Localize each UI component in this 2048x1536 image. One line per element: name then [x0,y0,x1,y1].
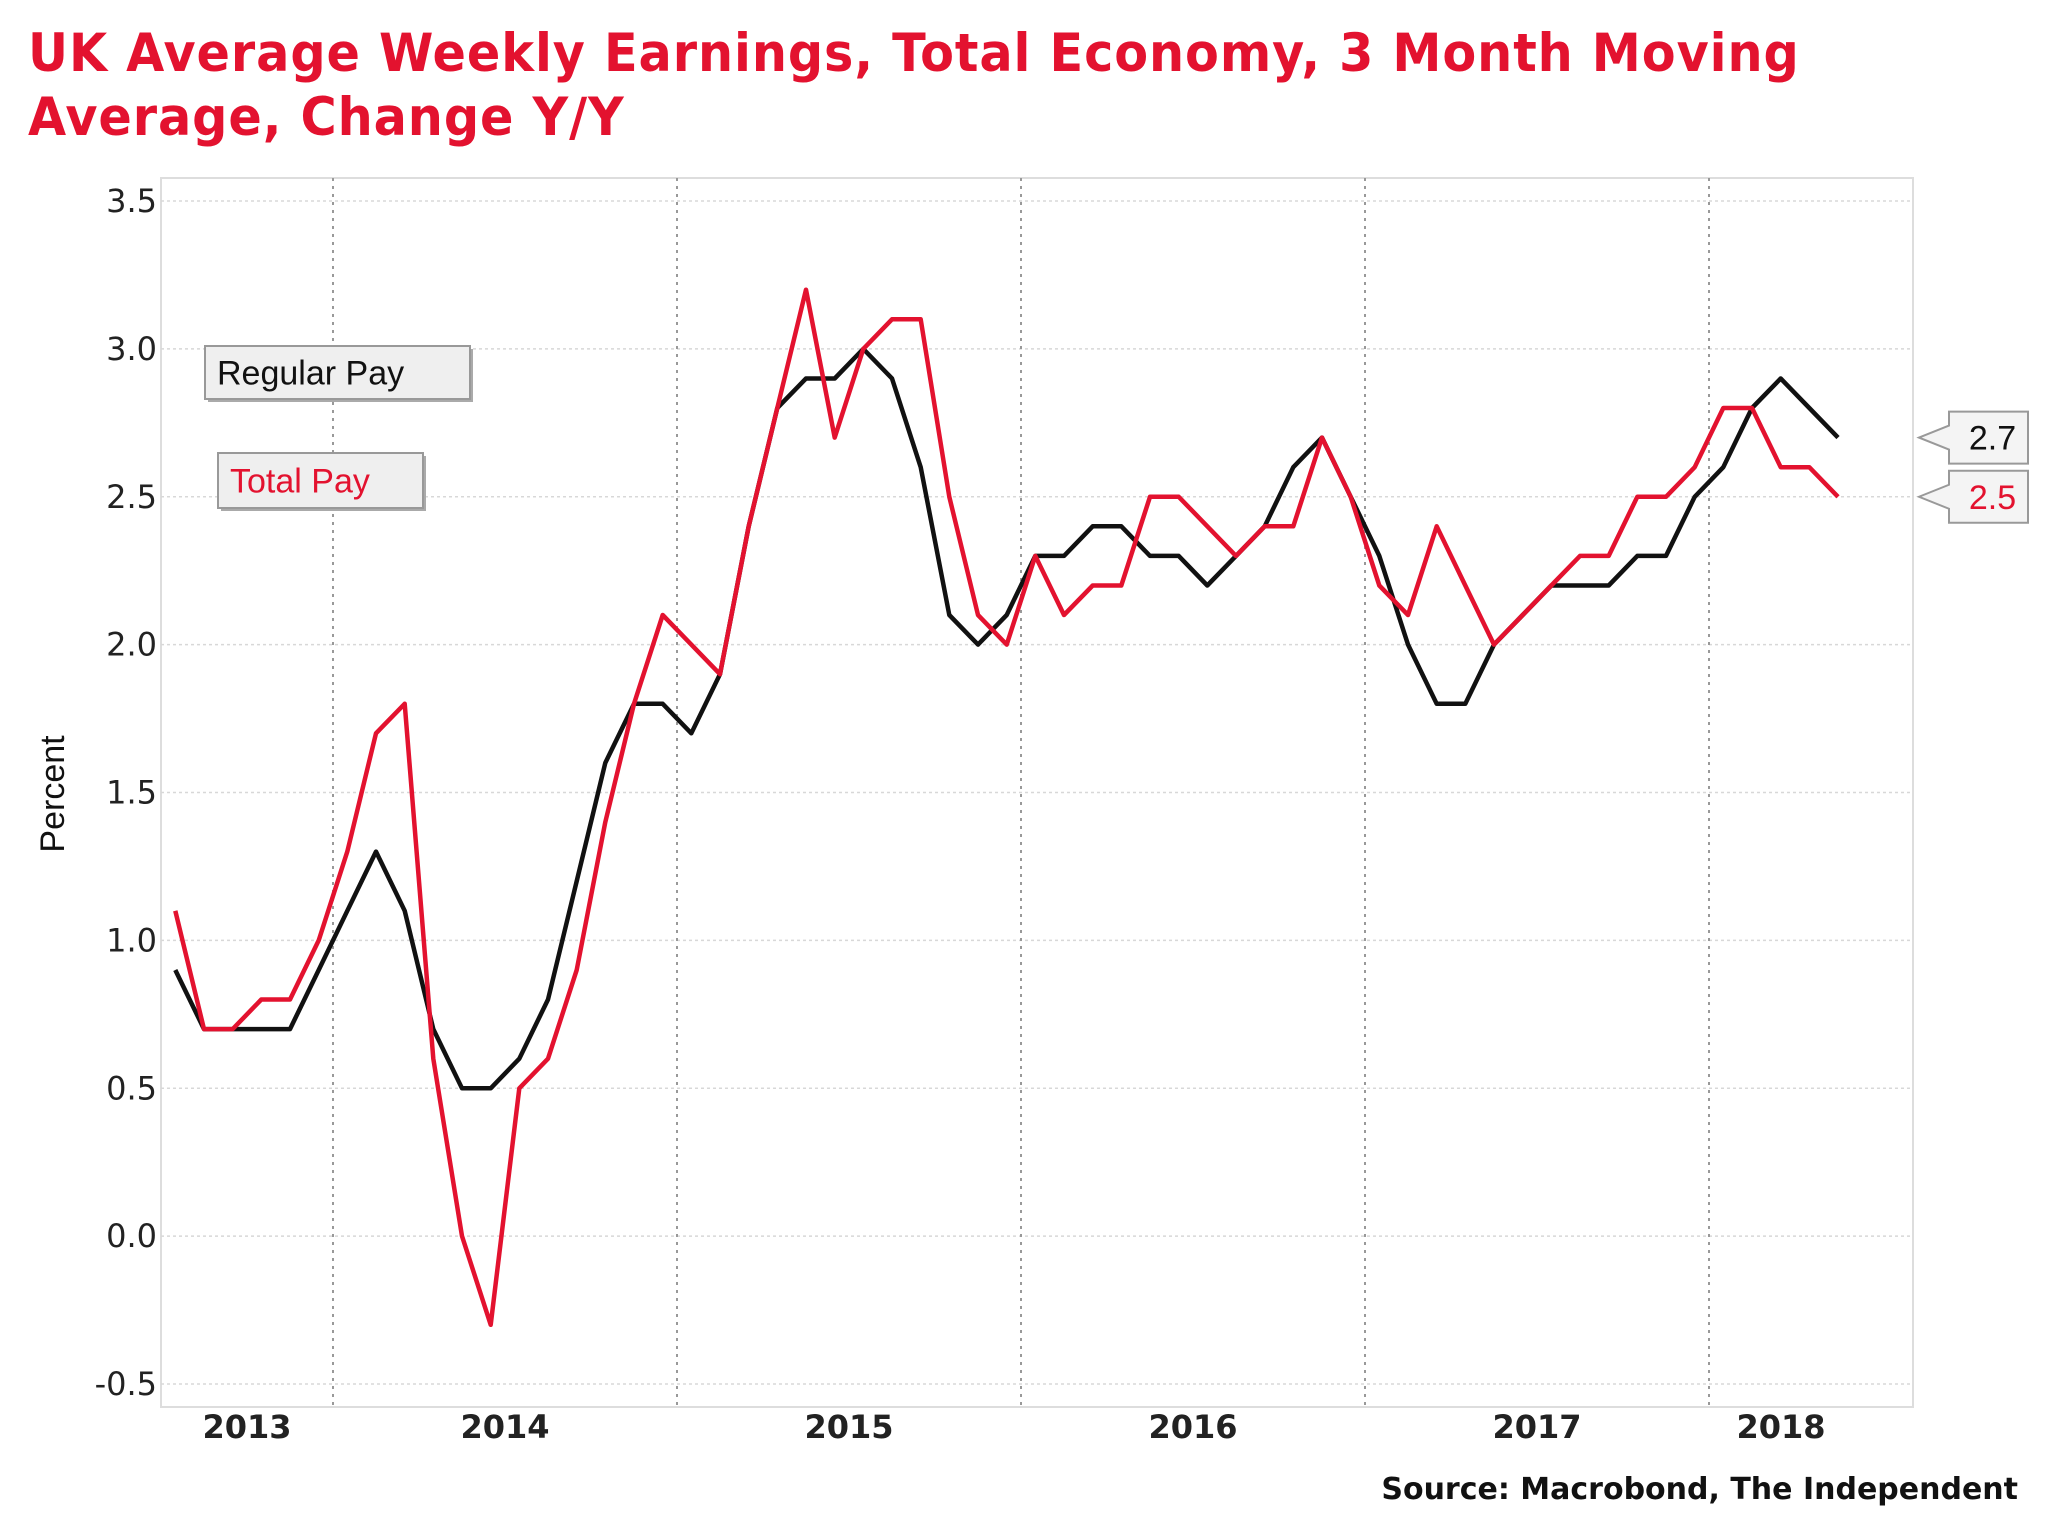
source-note: Source: Macrobond, The Independent [1381,1472,2018,1507]
y-tick-label: 1.5 [106,774,157,812]
legend-label: Regular Pay [217,355,404,393]
y-tick-label: 0.0 [106,1217,157,1255]
x-tick-label: 2016 [1148,1408,1237,1446]
y-tick-label: 3.5 [106,182,157,220]
chart-title: UK Average Weekly Earnings, Total Econom… [28,23,1800,148]
end-value-label: 2.5 [1969,479,2016,517]
y-tick-label: 1.0 [106,921,157,959]
x-tick-label: 2015 [804,1408,893,1446]
y-axis-label: Percent [34,735,72,853]
legend-box [204,345,471,400]
y-tick-label: 3.0 [106,330,157,368]
legend-label: Total Pay [230,463,370,501]
x-tick-label: 2014 [460,1408,549,1446]
x-tick-label: 2018 [1736,1408,1825,1446]
y-tick-label: 2.5 [106,478,157,516]
y-tick-label: 2.0 [106,626,157,664]
x-tick-label: 2013 [202,1408,291,1446]
x-tick-label: 2017 [1492,1408,1581,1446]
legend-box [217,452,424,509]
end-value-callout [1916,469,2029,524]
y-tick-label: 0.5 [106,1069,157,1107]
y-tick-label: -0.5 [95,1365,157,1403]
end-value-callout [1916,410,2029,465]
end-value-label: 2.7 [1969,420,2016,458]
